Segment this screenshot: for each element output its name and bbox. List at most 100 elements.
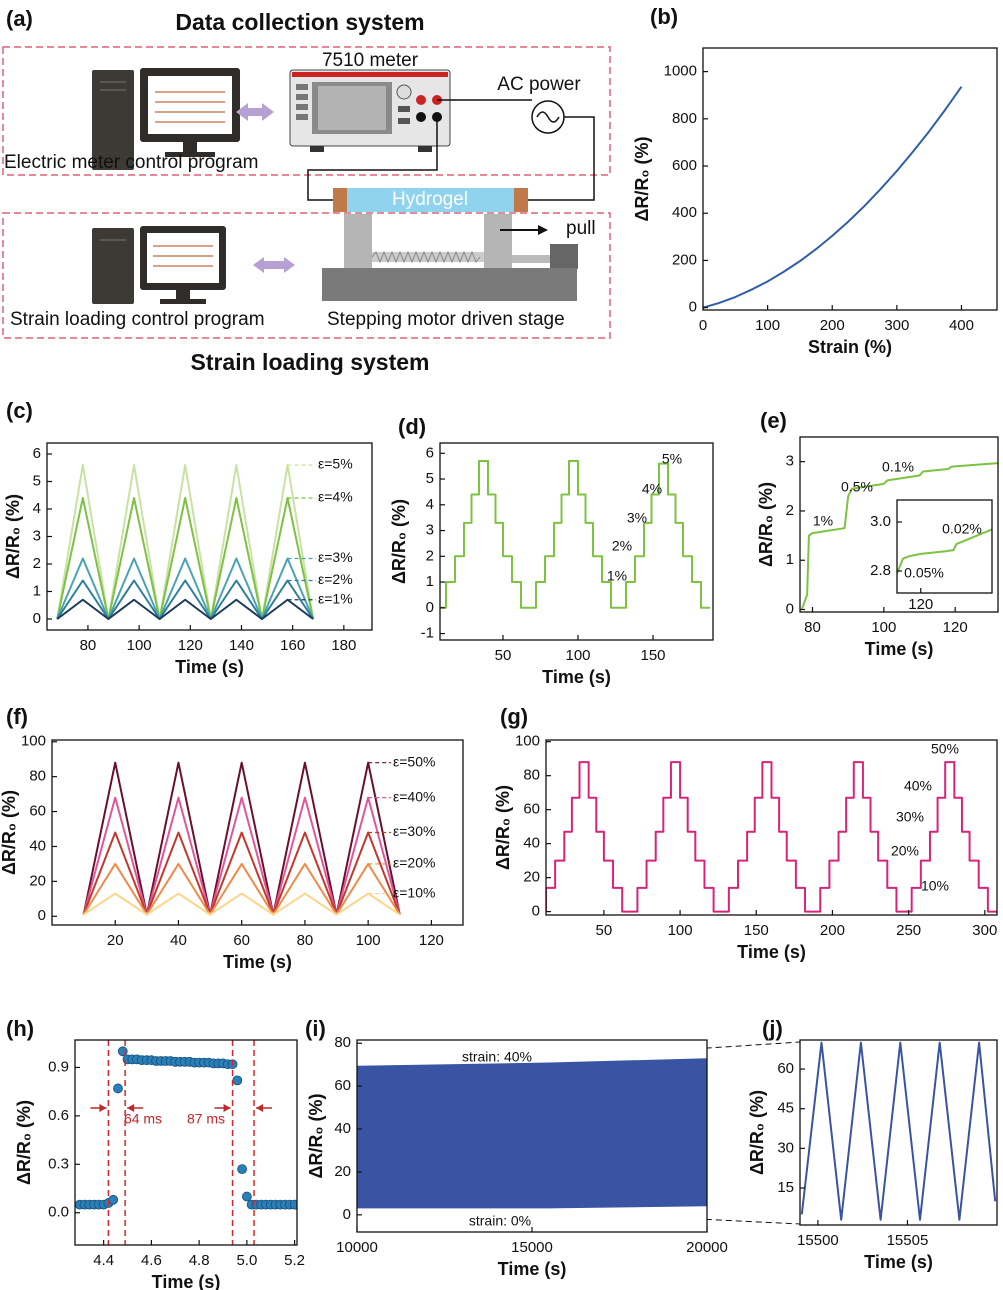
- panel-label: (h): [6, 1016, 34, 1041]
- y-axis-title: ΔR/R₀ (%): [389, 499, 409, 584]
- plot-area: [800, 1040, 997, 1225]
- annotation: 5%: [662, 451, 682, 467]
- x-tick-label: 0: [699, 317, 707, 334]
- y-axis-title: ΔR/R₀ (%): [747, 1090, 767, 1175]
- annotation: 4%: [642, 481, 662, 497]
- x-tick-label: 150: [744, 922, 769, 939]
- y-tick-label: 2: [33, 555, 41, 572]
- series-label: ε=4%: [318, 489, 353, 505]
- y-tick-label: 20: [29, 872, 46, 889]
- chart: 4.4 4.6 4.8 5.0 5.2 0.0 0.3 0.6 0.9 Time (s) ΔR/R₀…: [6, 1016, 305, 1290]
- series-label: ε=2%: [318, 571, 353, 587]
- series-line: [897, 528, 992, 574]
- y-tick-label: -1: [421, 625, 434, 642]
- y-tick-label: 1: [786, 551, 794, 568]
- y-tick-label: 800: [672, 110, 697, 127]
- chart: 80 100 120 140 160 180 0 1 2 3 4 5 6 Time (s) ΔR/R₀ (%…: [3, 398, 373, 677]
- axes-frame: [702, 47, 998, 311]
- diagram-title: Data collection system: [175, 9, 424, 35]
- series-line: [440, 460, 710, 609]
- x-tick-label: 80: [804, 619, 821, 636]
- y-tick-label: 60: [523, 801, 540, 818]
- y-tick-label: 0.6: [48, 1107, 69, 1124]
- series-line: [56, 557, 315, 620]
- computer-top: [92, 68, 240, 170]
- x-tick-label: 4.8: [189, 1252, 210, 1269]
- annotation: strain: 0%: [469, 1213, 531, 1229]
- x-tick-label: 160: [280, 637, 305, 654]
- y-tick-label: 3: [426, 522, 434, 539]
- y-tick-label: 5: [426, 470, 434, 487]
- x-axis-title: Time (s): [864, 1252, 933, 1272]
- y-tick-label: 5: [33, 472, 41, 489]
- point: [232, 1075, 243, 1086]
- x-tick-label: 80: [297, 932, 314, 949]
- y-tick-label: 80: [334, 1034, 351, 1051]
- x-axis-title: Time (s): [498, 1259, 567, 1279]
- series-line: [56, 464, 315, 620]
- y-tick-label: 2: [426, 547, 434, 564]
- axes-frame: [51, 739, 464, 926]
- ac-symbol: [536, 111, 560, 123]
- panel-label: (i): [305, 1016, 326, 1041]
- x-tick-label: 100: [127, 637, 152, 654]
- y-tick-label: 0: [689, 299, 697, 316]
- x-tick-label: 5.0: [236, 1252, 257, 1269]
- plot-data: [800, 1041, 997, 1221]
- series-line: [703, 86, 963, 309]
- annotation: 0.5%: [841, 479, 873, 495]
- x-axis-title: Strain (%): [808, 337, 892, 357]
- y-tick-label: 60: [777, 1060, 794, 1077]
- series-line: [546, 761, 997, 913]
- collection-box: [2, 46, 611, 176]
- chart: 50 100 150 -1 0 1 2 3 4 5 6 Time (s) ΔR/R₀ (%) (d) 5%4…: [389, 414, 714, 687]
- series-line: [82, 761, 401, 916]
- x-tick-label: 120: [908, 596, 933, 613]
- plot-data: [82, 761, 401, 916]
- annotation: 0.02%: [942, 521, 982, 537]
- y-tick-label: 200: [672, 251, 697, 268]
- strain-program-label: Strain loading control program: [10, 309, 265, 330]
- x-axis-title: Time (s): [737, 942, 806, 962]
- y-tick-label: 3: [33, 527, 41, 544]
- x-tick-label: 20000: [686, 1239, 728, 1256]
- chart: 50 100 150 200 250 300 0 20 40 60 80 100 Time (s) ΔR/…: [493, 704, 998, 962]
- stage: [322, 214, 578, 301]
- meter-label: 7510 meter: [322, 50, 419, 71]
- y-tick-label: 60: [334, 1077, 351, 1094]
- y-tick-label: 1: [33, 582, 41, 599]
- y-tick-label: 0: [343, 1206, 351, 1223]
- y-tick-label: 0: [38, 907, 46, 924]
- y-tick-label: 600: [672, 157, 697, 174]
- y-axis-title: ΔR/R₀ (%): [306, 1093, 326, 1178]
- annotation: 3%: [627, 510, 647, 526]
- x-tick-label: 400: [949, 317, 974, 334]
- annotation: 50%: [931, 741, 959, 757]
- series-line: [800, 462, 998, 610]
- arrow-head: [99, 1104, 135, 1112]
- y-tick-label: 80: [523, 767, 540, 784]
- chart: 120 2.8 3.0 0.02% 0.05%: [870, 499, 993, 613]
- annotation: 40%: [904, 778, 932, 794]
- plot-data: [897, 528, 992, 574]
- point: [108, 1194, 119, 1205]
- series-label: ε=20%: [393, 855, 435, 871]
- annotation: 64 ms: [124, 1111, 162, 1127]
- x-tick-label: 20: [107, 932, 124, 949]
- chart: 15500 15505 15 30 45 60 Time (s) ΔR/R₀ (%) (j): [747, 1016, 998, 1272]
- axes-frame: [799, 436, 999, 613]
- x-tick-label: 5.2: [284, 1252, 305, 1269]
- y-tick-label: 2.8: [870, 562, 891, 579]
- y-axis-title: ΔR/R₀ (%): [3, 494, 23, 579]
- y-tick-label: 2: [786, 502, 794, 519]
- y-tick-label: 0.0: [48, 1204, 69, 1221]
- signal-band: [357, 1058, 707, 1209]
- chart: 10000 15000 20000 0 20 40 60 80 Time (s) ΔR/R₀ (%…: [305, 1016, 728, 1279]
- series-line: [82, 862, 401, 916]
- axes-frame: [46, 442, 373, 631]
- series-label: ε=1%: [318, 590, 353, 606]
- y-tick-label: 6: [33, 445, 41, 462]
- plot-area: [75, 1040, 297, 1245]
- series-line: [56, 579, 314, 620]
